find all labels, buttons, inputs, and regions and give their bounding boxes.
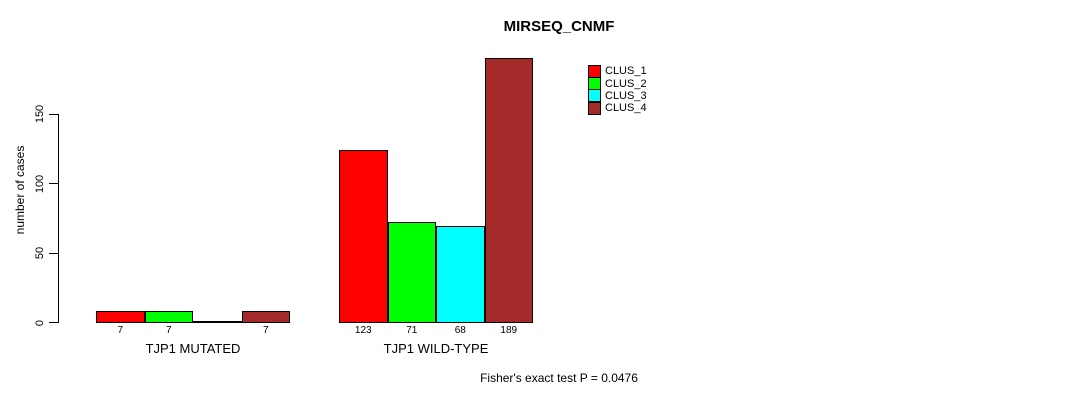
legend-label: CLUS_2 bbox=[605, 77, 647, 90]
bar-value-label: 123 bbox=[354, 325, 372, 336]
legend-swatch bbox=[588, 77, 601, 91]
y-tick-label: 0 bbox=[34, 319, 46, 326]
y-tick-mark bbox=[49, 113, 58, 115]
bar-value-label: 71 bbox=[406, 325, 418, 336]
legend-item-clus_1: CLUS_1 bbox=[588, 64, 647, 78]
bar-value-label: 7 bbox=[165, 325, 172, 336]
y-tick-label: 150 bbox=[34, 104, 46, 124]
legend-label: CLUS_1 bbox=[605, 65, 647, 78]
legend-swatch bbox=[588, 101, 601, 115]
bar-value-label: 189 bbox=[500, 325, 518, 336]
bar-clus_1 bbox=[339, 149, 388, 323]
legend-swatch bbox=[588, 64, 601, 78]
legend-label: CLUS_3 bbox=[605, 89, 647, 102]
y-tick-mark bbox=[49, 322, 58, 323]
legend-item-clus_3: CLUS_3 bbox=[588, 89, 647, 103]
chart-title: MIRSEQ_CNMF bbox=[503, 18, 615, 35]
bar-value-label: 68 bbox=[454, 325, 466, 336]
fisher-test-annotation: Fisher's exact test P = 0.0476 bbox=[480, 371, 638, 385]
legend: CLUS_1 CLUS_2 CLUS_3 CLUS_4 bbox=[588, 64, 647, 115]
bar-value-label: 7 bbox=[117, 325, 124, 336]
bar-value-label: 7 bbox=[262, 325, 269, 336]
y-tick-label: 50 bbox=[34, 246, 46, 260]
legend-label: CLUS_4 bbox=[605, 102, 647, 115]
bar-clus_3 bbox=[193, 320, 242, 323]
bar-clus_1 bbox=[96, 310, 145, 323]
bar-clus_4 bbox=[241, 310, 290, 323]
bar-clus_2 bbox=[144, 310, 193, 323]
legend-swatch bbox=[588, 89, 601, 103]
y-axis-line bbox=[58, 114, 59, 323]
y-tick-mark bbox=[49, 252, 58, 254]
legend-item-clus_4: CLUS_4 bbox=[588, 101, 647, 115]
y-tick-mark bbox=[49, 183, 58, 184]
y-axis-title: number of cases bbox=[13, 145, 27, 235]
group-label: TJP1 MUTATED bbox=[145, 341, 241, 356]
group-label: TJP1 WILD-TYPE bbox=[383, 341, 489, 356]
legend-item-clus_2: CLUS_2 bbox=[588, 77, 647, 91]
y-tick-label: 100 bbox=[34, 174, 46, 193]
bar-clus_3 bbox=[436, 225, 485, 323]
bar-clus_2 bbox=[387, 221, 436, 323]
bar-clus_4 bbox=[484, 57, 533, 323]
